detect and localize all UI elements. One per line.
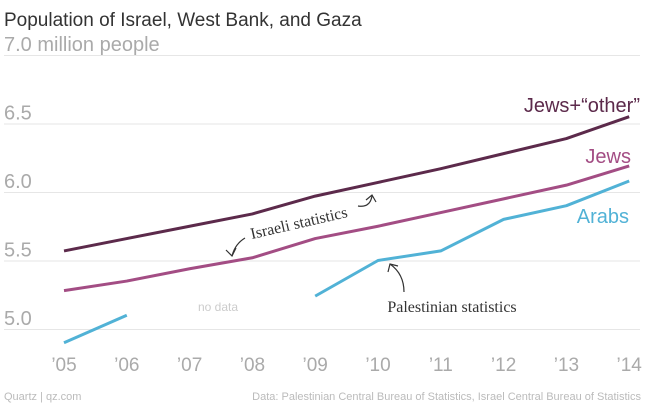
chart-title: Population of Israel, West Bank, and Gaz… bbox=[4, 10, 362, 31]
y-tick-label: 6.0 bbox=[4, 171, 32, 193]
legend-arabs: Arabs bbox=[577, 206, 629, 228]
series-line-jews-other bbox=[63, 115, 630, 253]
no-data-label: no data bbox=[198, 300, 238, 314]
y-tick-label: 5.0 bbox=[4, 308, 32, 330]
x-tick-label: ’08 bbox=[240, 355, 265, 376]
legend-jews-other: Jews+“other” bbox=[524, 95, 640, 117]
legend-jews: Jews bbox=[585, 146, 631, 168]
x-tick-label: ’09 bbox=[303, 355, 328, 376]
y-axis-ticks: 5.0 5.5 6.0 6.5 7.0 million people bbox=[4, 34, 160, 330]
palestinian-arrow bbox=[389, 263, 405, 293]
x-tick-label: ’13 bbox=[554, 355, 579, 376]
x-tick-label: ’06 bbox=[114, 355, 139, 376]
israeli-right-arrow bbox=[357, 195, 373, 207]
data-source: Data: Palestinian Central Bureau of Stat… bbox=[252, 391, 641, 403]
palestinian-statistics-annotation: Palestinian statistics bbox=[387, 299, 516, 316]
gridlines bbox=[4, 55, 640, 330]
source-credit: Quartz | qz.com bbox=[4, 391, 81, 403]
y-tick-label: 5.5 bbox=[4, 240, 32, 262]
israeli-right-arrowhead bbox=[365, 194, 377, 203]
x-tick-label: ’11 bbox=[429, 355, 453, 376]
series-line-arabs bbox=[314, 179, 630, 298]
x-tick-label: ’12 bbox=[491, 355, 516, 376]
x-tick-label: ’10 bbox=[365, 355, 390, 376]
y-tick-label: 7.0 million people bbox=[4, 34, 160, 56]
series-line-arabs bbox=[63, 313, 128, 345]
x-tick-label: ’14 bbox=[617, 355, 643, 376]
israeli-left-arrowhead bbox=[225, 247, 237, 258]
palestinian-arrowhead bbox=[387, 263, 399, 273]
series-lines bbox=[63, 115, 630, 345]
y-tick-label: 6.5 bbox=[4, 103, 32, 125]
x-axis-ticks: ’05 ’06 ’07 ’08 ’09 ’10 ’11 ’12 ’13 ’14 bbox=[51, 355, 642, 376]
x-tick-label: ’05 bbox=[51, 355, 76, 376]
x-tick-label: ’07 bbox=[177, 355, 202, 376]
series-line-jews bbox=[63, 164, 630, 293]
